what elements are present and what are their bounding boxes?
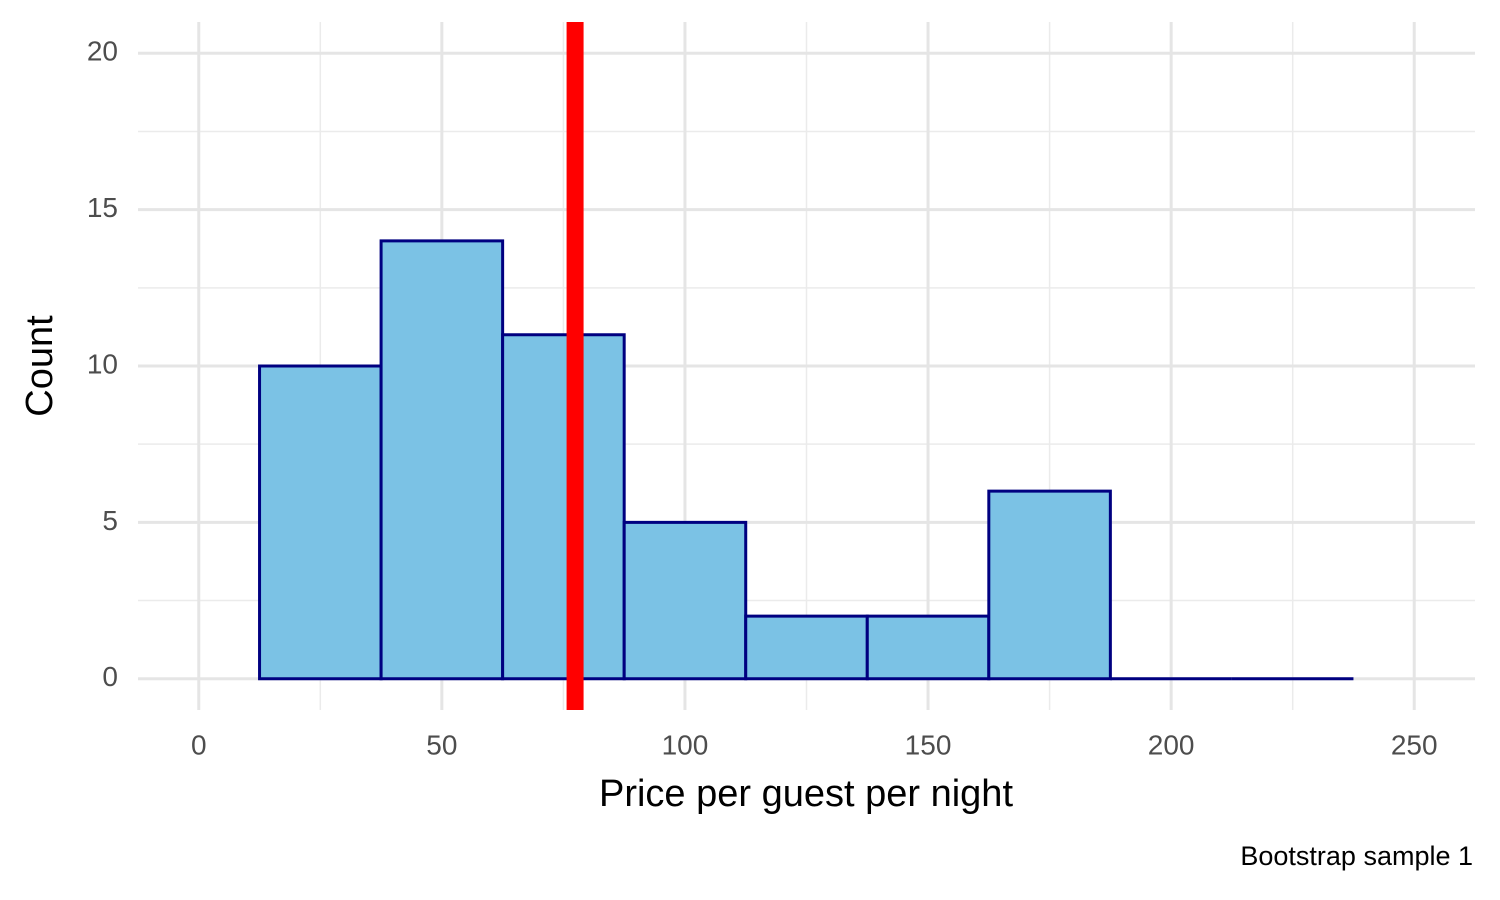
histogram-bar xyxy=(865,614,991,681)
x-tick-label: 250 xyxy=(1391,729,1438,760)
histogram-bar xyxy=(379,239,505,681)
y-tick-label: 20 xyxy=(87,36,118,67)
x-tick-label: 50 xyxy=(426,729,457,760)
histogram-bar xyxy=(744,614,869,681)
x-axis-title: Price per guest per night xyxy=(599,773,1013,815)
y-tick-label: 15 xyxy=(87,192,118,223)
y-tick-label: 10 xyxy=(87,348,118,379)
x-tick-label: 150 xyxy=(905,729,952,760)
histogram-bar xyxy=(987,489,1112,681)
x-tick-label: 200 xyxy=(1148,729,1195,760)
y-axis-title: Count xyxy=(19,315,61,417)
marks xyxy=(258,22,1354,710)
x-tick-label: 100 xyxy=(662,729,709,760)
histogram-bar xyxy=(622,520,748,681)
x-tick-label: 0 xyxy=(191,729,207,760)
caption: Bootstrap sample 1 xyxy=(1240,841,1473,871)
labels: 0 50 100 150 200 250 0 5 10 15 20 xyxy=(87,36,1438,761)
y-tick-label: 5 xyxy=(102,505,118,536)
histogram-bar xyxy=(501,333,626,681)
histogram-bar xyxy=(258,364,383,681)
y-tick-label: 0 xyxy=(102,661,118,692)
